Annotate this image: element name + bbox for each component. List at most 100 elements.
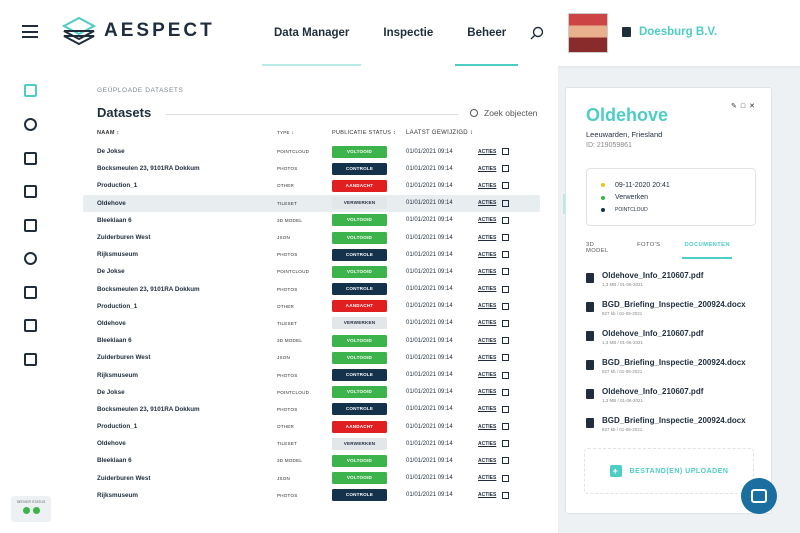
expand-icon[interactable] <box>502 216 510 224</box>
file-item[interactable]: BGD_Briefing_Inspectie_200924.docx 827 kb… <box>586 358 746 387</box>
expand-icon[interactable] <box>502 457 510 465</box>
actions-button[interactable]: ACTIES <box>478 405 510 413</box>
avatar[interactable] <box>568 13 608 53</box>
table-row[interactable]: De Jokse POINTCLOUD VOLTOOID 01/01/2021 09:… <box>83 263 540 280</box>
expand-icon[interactable] <box>502 354 510 362</box>
actions-button[interactable]: ACTIES <box>478 337 510 345</box>
actions-button[interactable]: ACTIES <box>478 440 510 448</box>
nav-beheer[interactable]: Beheer <box>455 0 519 66</box>
monitor-icon[interactable] <box>24 219 37 232</box>
expand-icon[interactable] <box>502 302 510 310</box>
logo[interactable]: AESPECT <box>62 16 215 46</box>
col-naam[interactable]: NAAM ↕ <box>97 130 120 136</box>
upload-button[interactable]: + BESTAND(EN) UPLOADEN <box>584 448 754 494</box>
expand-icon[interactable] <box>502 319 510 327</box>
actions-button[interactable]: ACTIES <box>478 148 510 156</box>
expand-icon[interactable] <box>502 148 510 156</box>
expand-icon[interactable] <box>502 165 510 173</box>
expand-icon[interactable] <box>502 474 510 482</box>
nav-data-manager[interactable]: Data Manager <box>262 0 362 66</box>
search-input[interactable]: Zoek objecten <box>470 108 537 118</box>
table-row[interactable]: Production_1 OTHER AANDACHT 01/01/2021 09:1… <box>83 418 540 435</box>
trash-icon[interactable]: □ <box>740 103 750 110</box>
expand-icon[interactable] <box>502 491 510 499</box>
file-item[interactable]: Oldehove_Info_210607.pdf 1,3 MB / 01-06-2… <box>586 329 746 358</box>
actions-button[interactable]: ACTIES <box>478 474 510 482</box>
table-row[interactable]: Production_1 OTHER AANDACHT 01/01/2021 09:1… <box>83 177 540 194</box>
table-row[interactable]: Bleeklaan 6 3D MODEL VOLTOOID 01/01/2021 09… <box>83 452 540 469</box>
edit-icon[interactable] <box>24 353 37 366</box>
table-row[interactable]: Bleeklaan 6 3D MODEL VOLTOOID 01/01/2021 09… <box>83 212 540 229</box>
table-row[interactable]: De Jokse POINTCLOUD VOLTOOID 01/01/2021 09:… <box>83 143 540 160</box>
table-row[interactable]: Rijksmuseum PHOTOS CONTROLE 01/01/2021 09:1… <box>83 366 540 383</box>
table-row[interactable]: Bleeklaan 6 3D MODEL VOLTOOID 01/01/2021 09… <box>83 332 540 349</box>
table-row[interactable]: Zuiderburen West JSON VOLTOOID 01/01/2021 0… <box>83 470 540 487</box>
table-row[interactable]: Rijksmuseum PHOTOS CONTROLE 01/01/2021 09:1… <box>83 246 540 263</box>
expand-icon[interactable] <box>502 199 510 207</box>
actions-button[interactable]: ACTIES <box>478 268 510 276</box>
tab-3d-model[interactable]: 3D MODEL <box>586 242 609 254</box>
col-date[interactable]: LAATST GEWIJZIGD ↕ <box>406 130 474 136</box>
expand-icon[interactable] <box>502 337 510 345</box>
actions-button[interactable]: ACTIES <box>478 285 510 293</box>
tab-fotos[interactable]: FOTO'S <box>637 242 661 248</box>
close-icon[interactable]: ✕ <box>749 103 759 110</box>
file-item[interactable]: Oldehove_Info_210607.pdf 1,3 MB / 01-06-2… <box>586 387 746 416</box>
help-icon[interactable] <box>24 319 37 332</box>
chat-icon[interactable] <box>24 286 37 299</box>
actions-button[interactable]: ACTIES <box>478 354 510 362</box>
table-row[interactable]: Production_1 OTHER AANDACHT 01/01/2021 09:1… <box>83 298 540 315</box>
file-item[interactable]: BGD_Briefing_Inspectie_200924.docx 827 kb… <box>586 416 746 445</box>
building-icon[interactable] <box>24 152 37 165</box>
table-row[interactable]: De Jokse POINTCLOUD VOLTOOID 01/01/2021 09:… <box>83 384 540 401</box>
nav-inspectie[interactable]: Inspectie <box>383 27 434 39</box>
search-icon[interactable] <box>530 26 544 40</box>
dashboard-icon[interactable] <box>24 84 37 97</box>
actions-button[interactable]: ACTIES <box>478 199 510 207</box>
table-row[interactable]: Oldehove TILESET VERWERKEN 01/01/2021 09:14… <box>83 194 540 212</box>
gear-icon[interactable] <box>24 252 37 265</box>
actions-button[interactable]: ACTIES <box>478 234 510 242</box>
user-icon[interactable] <box>24 118 37 131</box>
actions-button[interactable]: ACTIES <box>478 371 510 379</box>
expand-icon[interactable] <box>502 371 510 379</box>
expand-icon[interactable] <box>502 234 510 242</box>
actions-button[interactable]: ACTIES <box>478 302 510 310</box>
actions-button[interactable]: ACTIES <box>478 423 510 431</box>
documents-icon[interactable] <box>24 185 37 198</box>
actions-button[interactable]: ACTIES <box>478 491 510 499</box>
org-switcher[interactable]: Doesburg B.V. <box>622 26 717 38</box>
table-row[interactable]: Zuiderburen West JSON VOLTOOID 01/01/2021 0… <box>83 349 540 366</box>
table-row[interactable]: Rijksmuseum PHOTOS CONTROLE 01/01/2021 09:1… <box>83 487 540 504</box>
expand-icon[interactable] <box>502 440 510 448</box>
file-item[interactable]: BGD_Briefing_Inspectie_200924.docx 827 kb… <box>586 300 746 329</box>
expand-icon[interactable] <box>502 251 510 259</box>
tab-documenten[interactable]: DOCUMENTEN <box>682 242 732 259</box>
actions-button[interactable]: ACTIES <box>478 388 510 396</box>
file-item[interactable]: Oldehove_Info_210607.pdf 1,3 MB / 01-06-2… <box>586 271 746 300</box>
menu-icon[interactable] <box>22 25 38 38</box>
expand-icon[interactable] <box>502 423 510 431</box>
actions-button[interactable]: ACTIES <box>478 216 510 224</box>
actions-button[interactable]: ACTIES <box>478 457 510 465</box>
expand-icon[interactable] <box>502 285 510 293</box>
expand-icon[interactable] <box>502 405 510 413</box>
col-status[interactable]: PUBLICATIE STATUS ↕ <box>332 130 397 136</box>
table-row[interactable]: Oldehove TILESET VERWERKEN 01/01/2021 09:14… <box>83 315 540 332</box>
table-row[interactable]: Oldehove TILESET VERWERKEN 01/01/2021 09:14… <box>83 435 540 452</box>
actions-button[interactable]: ACTIES <box>478 319 510 327</box>
actions-button[interactable]: ACTIES <box>478 251 510 259</box>
table-row[interactable]: Bocksmeulen 23, 9101RA Dokkum PHOTOS CONTR… <box>83 281 540 298</box>
actions-button[interactable]: ACTIES <box>478 182 510 190</box>
edit-icon[interactable]: ✎ <box>731 103 741 110</box>
actions-button[interactable]: ACTIES <box>478 165 510 173</box>
table-row[interactable]: Bocksmeulen 23, 9101RA Dokkum PHOTOS CONTR… <box>83 401 540 418</box>
table-row[interactable]: Bocksmeulen 23, 9101RA Dokkum PHOTOS CONTR… <box>83 160 540 177</box>
chat-button[interactable] <box>741 478 777 514</box>
table-row[interactable]: Zuiderburen West JSON VOLTOOID 01/01/2021 0… <box>83 229 540 246</box>
expand-icon[interactable] <box>502 268 510 276</box>
expand-icon[interactable] <box>502 388 510 396</box>
panel-handle[interactable] <box>563 194 566 214</box>
expand-icon[interactable] <box>502 182 510 190</box>
col-type[interactable]: TYPE ↕ <box>277 130 294 135</box>
